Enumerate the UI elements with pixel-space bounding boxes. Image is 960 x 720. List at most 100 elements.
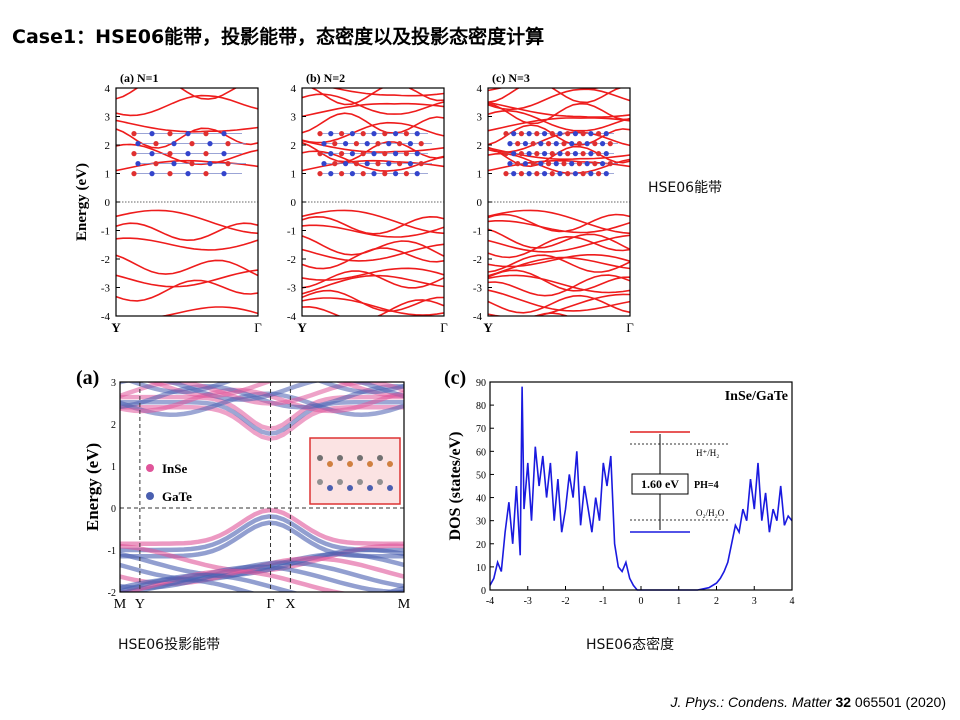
atom: [349, 131, 355, 137]
y-tick-label: -4: [101, 311, 111, 323]
atom: [360, 151, 366, 157]
atom: [387, 461, 393, 467]
atom: [185, 171, 191, 177]
x-tick-label: -2: [561, 596, 569, 607]
atom: [221, 171, 227, 177]
valence-band: [488, 294, 630, 314]
atom: [189, 141, 195, 147]
y-tick-label: 0: [111, 504, 116, 515]
conduction-band: [116, 88, 238, 100]
atom: [339, 171, 345, 177]
atom: [603, 171, 609, 177]
valence-band-projection: [120, 577, 404, 592]
legend-label: InSe: [162, 461, 188, 476]
atom: [545, 141, 552, 147]
atom: [327, 485, 333, 491]
panel-label: (b) N=2: [306, 71, 345, 85]
atom: [317, 479, 323, 485]
atom: [526, 171, 532, 177]
atom: [149, 171, 155, 177]
atom: [167, 151, 173, 157]
atom: [534, 171, 540, 177]
atom: [367, 461, 373, 467]
atom: [565, 151, 571, 157]
atom: [518, 171, 525, 177]
atom: [603, 131, 609, 137]
y-tick-label: -2: [287, 254, 296, 266]
atom: [545, 161, 552, 167]
atom: [149, 131, 155, 137]
atom: [317, 131, 323, 137]
atom: [207, 161, 213, 167]
atom: [321, 141, 327, 147]
valence-band-projection: [120, 564, 404, 592]
conduction-band: [488, 101, 630, 118]
y-axis-label: DOS (states/eV): [447, 432, 464, 541]
atom: [414, 151, 420, 157]
y-tick-label: 4: [105, 83, 111, 95]
atom: [403, 131, 409, 137]
atom: [382, 131, 388, 137]
atom: [599, 161, 606, 167]
conduction-band: [488, 117, 630, 132]
conduction-band: [302, 93, 444, 115]
y-tick-label: 60: [476, 447, 486, 458]
atom: [185, 151, 191, 157]
conduction-band: [488, 88, 630, 111]
valence-band: [302, 247, 444, 270]
atom: [526, 151, 532, 157]
atom: [595, 131, 602, 137]
atom: [328, 151, 334, 157]
atom: [414, 171, 420, 177]
atom: [549, 151, 555, 157]
panel-label: (c): [444, 367, 466, 389]
conduction-band: [302, 102, 444, 118]
reference-volume: 32: [835, 694, 852, 710]
y-tick-label: -1: [101, 226, 110, 238]
legend-label: GaTe: [162, 489, 192, 504]
x-tick-label: -4: [486, 596, 494, 607]
y-tick-label: 4: [477, 83, 483, 95]
x-tick-label: M: [114, 597, 127, 612]
y-axis-label: Energy (eV): [83, 443, 102, 531]
atom: [347, 485, 353, 491]
reference-rest: 065501 (2020): [851, 694, 946, 710]
atom: [360, 131, 366, 137]
atom: [377, 455, 383, 461]
atom: [375, 141, 381, 147]
x-tick-label: X: [285, 597, 295, 612]
legend-marker: [146, 464, 154, 472]
atom: [131, 131, 137, 137]
atom: [526, 131, 532, 137]
atom: [534, 151, 540, 157]
atom: [507, 161, 513, 167]
atom: [393, 131, 399, 137]
conduction-band: [330, 88, 444, 97]
atom: [371, 171, 377, 177]
valence-band: [116, 269, 258, 288]
atom: [386, 161, 392, 167]
atom: [357, 455, 363, 461]
atom: [317, 171, 323, 177]
y-tick-label: -3: [287, 283, 297, 295]
y-tick-label: -4: [473, 311, 483, 323]
structure-inset: [503, 131, 618, 177]
atom: [171, 141, 177, 147]
atom: [189, 161, 195, 167]
x-tick-label: Γ: [440, 320, 448, 335]
dos-curve: [489, 386, 793, 591]
valence-band: [302, 215, 444, 235]
valence-band: [116, 209, 258, 235]
x-tick-label: Y: [111, 320, 121, 335]
atom: [371, 151, 377, 157]
bands-caption: HSE06能带: [648, 180, 723, 196]
atom: [572, 151, 579, 157]
x-tick-label: M: [398, 597, 411, 612]
structure-inset: [131, 131, 246, 177]
panel-label: (a) N=1: [120, 71, 159, 85]
y-tick-label: 1: [111, 462, 116, 473]
y-tick-label: -2: [473, 254, 482, 266]
y-tick-label: -3: [473, 283, 483, 295]
valence-band: [488, 254, 630, 273]
valence-band: [302, 299, 444, 316]
